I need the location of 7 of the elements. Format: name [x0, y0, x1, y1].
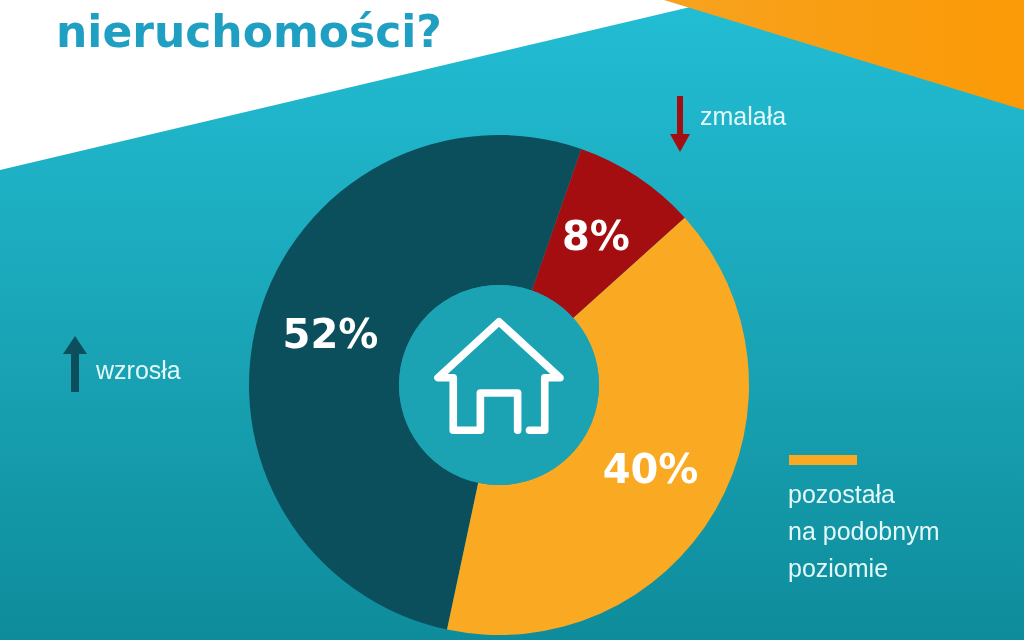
chart-title: nieruchomości?	[56, 6, 442, 57]
data-label: 52%	[282, 311, 379, 358]
data-label: 8%	[561, 212, 630, 259]
legend-label: wzrosła	[96, 355, 181, 386]
slice-label: pozostała na podobnym poziomie	[788, 479, 940, 584]
data-label: 40%	[602, 445, 699, 492]
legend-label: zmalała	[700, 101, 787, 132]
